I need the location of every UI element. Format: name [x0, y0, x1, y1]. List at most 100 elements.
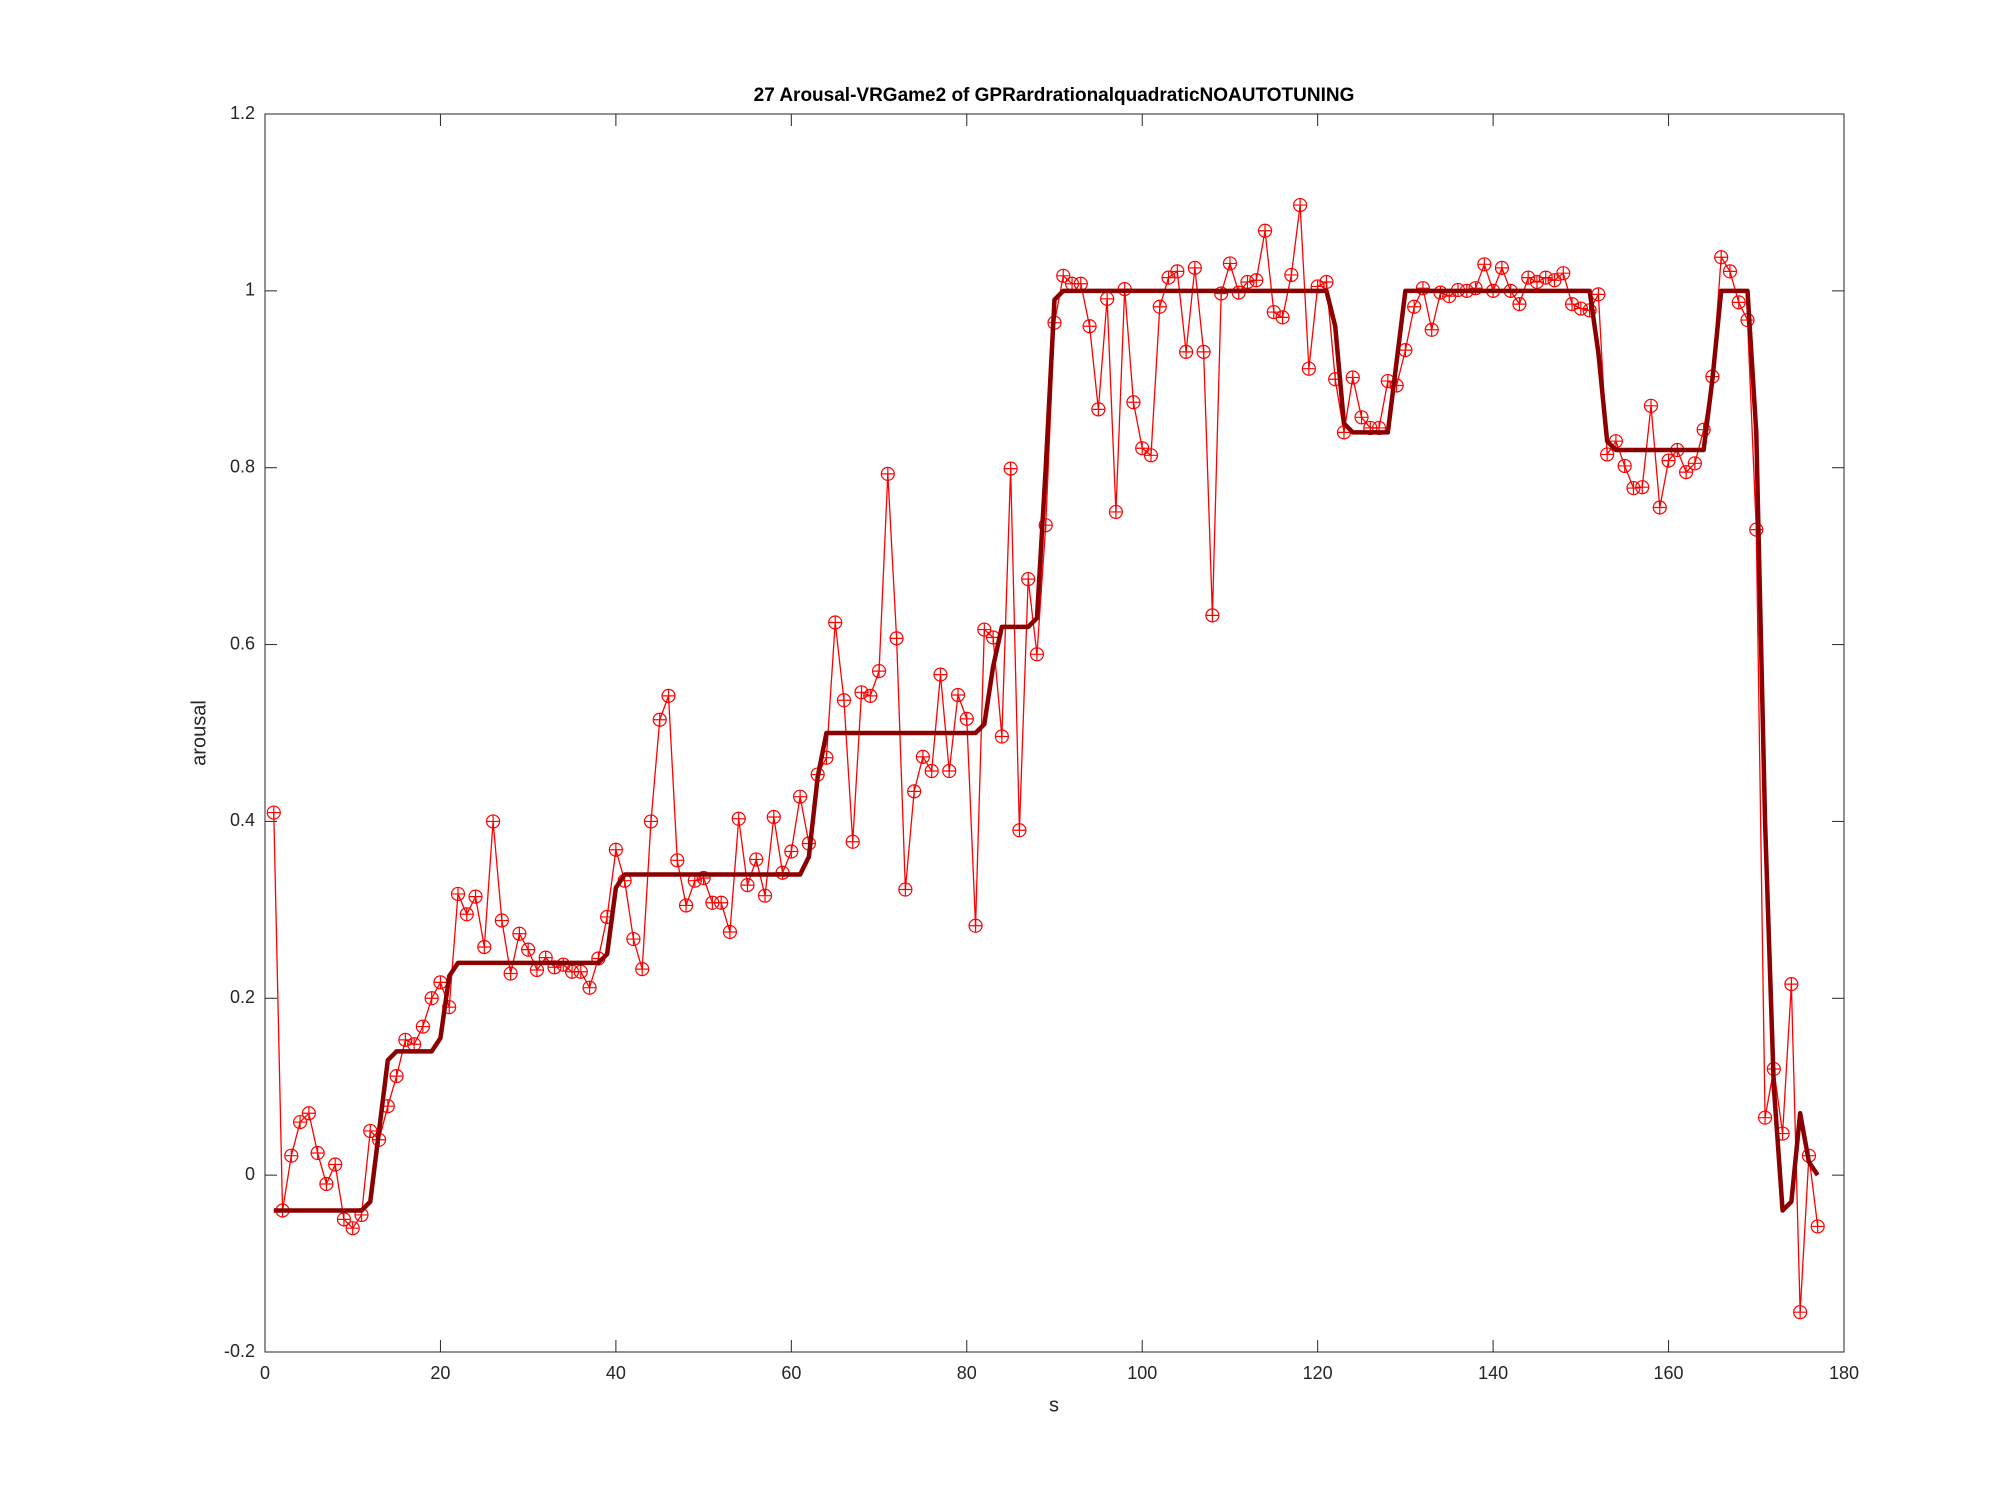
marker-plus [837, 693, 851, 707]
marker-plus [1644, 399, 1658, 413]
marker [1073, 276, 1088, 291]
marker [1468, 281, 1483, 296]
y-tick-label: -0.2 [224, 1341, 255, 1361]
marker-plus [679, 898, 693, 912]
marker [363, 1123, 378, 1139]
marker-plus [311, 1146, 325, 1160]
marker [1196, 344, 1211, 359]
marker-plus [1618, 459, 1632, 473]
marker [933, 667, 948, 682]
marker [635, 962, 650, 977]
marker [1293, 197, 1308, 213]
marker [1205, 608, 1220, 623]
marker-plus [1548, 273, 1562, 287]
marker-plus [1626, 481, 1640, 495]
marker-plus [1126, 395, 1140, 409]
marker [1319, 274, 1334, 290]
marker-plus [1240, 275, 1254, 289]
marker-plus [732, 812, 746, 826]
marker-plus [960, 712, 974, 726]
marker-plus [1109, 505, 1123, 519]
y-tick-label: 0.8 [230, 456, 255, 476]
x-tick-label: 20 [430, 1363, 450, 1383]
marker [521, 942, 536, 957]
marker-plus [1293, 198, 1307, 212]
marker-plus [425, 991, 439, 1005]
marker-plus [1012, 823, 1026, 837]
marker-plus [521, 943, 535, 957]
marker [1529, 274, 1545, 290]
marker [1143, 448, 1159, 463]
marker-plus [609, 843, 623, 857]
marker [968, 918, 983, 933]
marker [1275, 310, 1290, 325]
marker [1757, 1110, 1773, 1125]
marker-plus [670, 853, 684, 867]
marker [433, 975, 448, 990]
marker [266, 805, 281, 820]
marker-plus [1223, 256, 1237, 270]
marker-plus [390, 1069, 404, 1083]
marker-plus [1144, 448, 1158, 462]
marker-plus [1688, 456, 1702, 470]
marker [1398, 343, 1413, 358]
y-tick-label: 0.2 [230, 987, 255, 1007]
marker-plus [530, 963, 544, 977]
marker [836, 693, 852, 708]
marker [871, 663, 887, 679]
marker-plus [1609, 434, 1623, 448]
marker [793, 789, 808, 804]
marker-plus [1030, 647, 1044, 661]
marker-plus [328, 1158, 342, 1172]
marker [389, 1069, 404, 1084]
marker [582, 980, 597, 995]
fit-line [273, 288, 1820, 1213]
marker [889, 631, 904, 646]
y-tick-label: 0.6 [230, 633, 255, 653]
marker [1731, 295, 1746, 310]
marker-plus [1355, 410, 1369, 424]
marker [1512, 297, 1527, 312]
marker [1793, 1305, 1808, 1320]
x-tick-label: 120 [1303, 1363, 1333, 1383]
marker [1617, 458, 1632, 474]
marker [1722, 264, 1738, 279]
marker [1652, 500, 1667, 515]
marker-plus [828, 615, 842, 629]
marker-plus [1346, 371, 1360, 385]
marker [345, 1221, 360, 1236]
marker [1810, 1219, 1825, 1234]
marker-plus [1811, 1219, 1825, 1233]
marker-plus [1056, 269, 1070, 283]
marker-plus [1495, 261, 1509, 275]
marker [994, 729, 1009, 744]
marker [1012, 823, 1027, 838]
marker [643, 814, 659, 829]
marker-plus [1407, 300, 1421, 314]
marker [1538, 270, 1553, 285]
marker-plus [977, 623, 991, 637]
marker [1494, 260, 1509, 275]
marker-plus [1284, 268, 1298, 282]
marker [310, 1145, 325, 1161]
marker [1178, 344, 1194, 359]
marker [336, 1212, 352, 1227]
marker [828, 615, 843, 630]
marker [1240, 274, 1255, 290]
marker [1170, 264, 1185, 279]
marker-plus [793, 790, 807, 804]
marker [1249, 273, 1264, 288]
marker [766, 809, 781, 825]
marker-plus [1100, 292, 1114, 306]
marker [1029, 647, 1045, 662]
marker-plus [1074, 277, 1088, 291]
y-axis-label: arousal [188, 700, 210, 766]
marker [284, 1148, 299, 1163]
marker-plus [1556, 266, 1570, 280]
marker-plus [1398, 343, 1412, 357]
marker-plus [1319, 275, 1333, 289]
x-tick-label: 0 [260, 1363, 270, 1383]
marker [784, 844, 799, 859]
marker [977, 622, 992, 637]
